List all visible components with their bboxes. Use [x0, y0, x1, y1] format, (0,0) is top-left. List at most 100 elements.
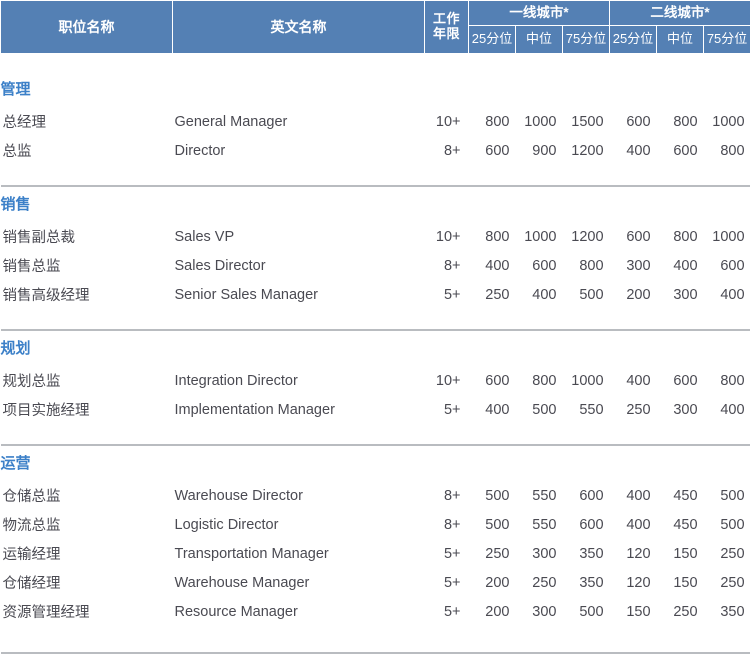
tier2-p75-value: 250: [704, 539, 750, 568]
tier2-median-value: 150: [657, 539, 704, 568]
job-title-cn: 销售高级经理: [1, 280, 173, 309]
table-header: 职位名称 英文名称 工作 年限 一线城市* 二线城市* 25分位 中位 75分位…: [1, 1, 750, 54]
tier1-p75-value: 1200: [563, 136, 610, 165]
tier1-p25-value: 250: [469, 280, 516, 309]
tier1-p25-value: 400: [469, 251, 516, 280]
tier2-p25-value: 120: [610, 568, 657, 597]
header-tier1-p75: 75分位: [563, 26, 610, 54]
header-work-years-line1: 工作: [427, 12, 466, 27]
job-title-en: Senior Sales Manager: [173, 280, 425, 309]
tier1-median-value: 400: [516, 280, 563, 309]
tier2-p75-value: 250: [704, 568, 750, 597]
job-title-en: Sales Director: [173, 251, 425, 280]
tier2-median-value: 400: [657, 251, 704, 280]
tier1-median-value: 550: [516, 481, 563, 510]
job-title-en: Warehouse Director: [173, 481, 425, 510]
header-tier2-median: 中位: [657, 26, 704, 54]
tier1-p25-value: 600: [469, 366, 516, 395]
tier1-p25-value: 500: [469, 481, 516, 510]
tier2-median-value: 800: [657, 222, 704, 251]
job-title-cn: 物流总监: [1, 510, 173, 539]
work-years: 5+: [425, 539, 469, 568]
tier1-median-value: 1000: [516, 222, 563, 251]
tier1-p75-value: 600: [563, 481, 610, 510]
work-years: 8+: [425, 251, 469, 280]
tier2-p75-value: 500: [704, 510, 750, 539]
header-tier2-p75: 75分位: [704, 26, 750, 54]
tier2-median-value: 300: [657, 395, 704, 424]
work-years: 8+: [425, 510, 469, 539]
work-years: 5+: [425, 280, 469, 309]
tier1-p75-value: 350: [563, 539, 610, 568]
tier2-median-value: 300: [657, 280, 704, 309]
tier1-median-value: 900: [516, 136, 563, 165]
tier2-median-value: 800: [657, 107, 704, 136]
work-years: 8+: [425, 136, 469, 165]
header-job-title-en: 英文名称: [173, 1, 425, 54]
work-years: 5+: [425, 395, 469, 424]
work-years: 10+: [425, 107, 469, 136]
tier2-p25-value: 400: [610, 136, 657, 165]
work-years: 10+: [425, 366, 469, 395]
header-spacer: [1, 54, 750, 73]
tier2-p25-value: 600: [610, 107, 657, 136]
section-heading: 销售: [1, 187, 750, 222]
job-title-cn: 销售副总裁: [1, 222, 173, 251]
tier2-p75-value: 500: [704, 481, 750, 510]
section-heading-row: 运营: [1, 446, 750, 481]
job-title-en: Transportation Manager: [173, 539, 425, 568]
work-years: 8+: [425, 481, 469, 510]
tier1-p75-value: 600: [563, 510, 610, 539]
header-tier2-p25: 25分位: [610, 26, 657, 54]
tier2-p75-value: 1000: [704, 107, 750, 136]
tier2-p25-value: 400: [610, 481, 657, 510]
tier1-median-value: 500: [516, 395, 563, 424]
section-heading: 规划: [1, 331, 750, 366]
tier2-p25-value: 400: [610, 366, 657, 395]
tier1-p25-value: 500: [469, 510, 516, 539]
tier2-median-value: 150: [657, 568, 704, 597]
section-heading: 管理: [1, 72, 750, 107]
tier2-p25-value: 300: [610, 251, 657, 280]
tier1-p25-value: 800: [469, 107, 516, 136]
tier2-p75-value: 350: [704, 597, 750, 626]
job-title-en: Director: [173, 136, 425, 165]
job-title-en: Implementation Manager: [173, 395, 425, 424]
table-bottom-divider: [1, 626, 750, 654]
tier1-p25-value: 200: [469, 568, 516, 597]
tier1-median-value: 300: [516, 597, 563, 626]
tier2-p25-value: 400: [610, 510, 657, 539]
tier1-p25-value: 250: [469, 539, 516, 568]
tier2-p75-value: 400: [704, 395, 750, 424]
header-tier2-city: 二线城市*: [610, 1, 750, 26]
tier2-p75-value: 1000: [704, 222, 750, 251]
job-title-en: Logistic Director: [173, 510, 425, 539]
tier2-median-value: 600: [657, 366, 704, 395]
header-work-years-line2: 年限: [427, 27, 466, 42]
tier2-median-value: 250: [657, 597, 704, 626]
job-title-en: Resource Manager: [173, 597, 425, 626]
tier2-p25-value: 150: [610, 597, 657, 626]
tier1-median-value: 550: [516, 510, 563, 539]
tier1-p25-value: 400: [469, 395, 516, 424]
tier1-p25-value: 200: [469, 597, 516, 626]
job-title-cn: 销售总监: [1, 251, 173, 280]
tier2-p75-value: 800: [704, 366, 750, 395]
tier2-p75-value: 600: [704, 251, 750, 280]
tier1-median-value: 250: [516, 568, 563, 597]
tier1-p25-value: 600: [469, 136, 516, 165]
section-divider: [1, 165, 750, 187]
